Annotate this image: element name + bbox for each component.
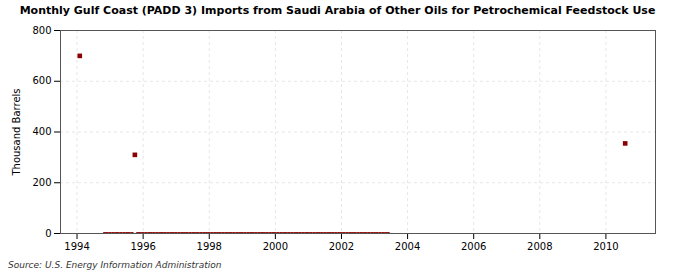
svg-text:2004: 2004 <box>395 241 420 252</box>
svg-text:800: 800 <box>32 25 51 36</box>
html-text:Source: U.S. Energy Informatio: Source: U.S. Energy Information Administ… <box>8 260 222 270</box>
html-text:Monthly Gulf Coast (PADD 3) Im: Monthly Gulf Coast (PADD 3) Imports from… <box>19 4 656 17</box>
svg-text:1994: 1994 <box>64 241 89 252</box>
svg-text:200: 200 <box>32 177 51 188</box>
svg-text:2002: 2002 <box>329 241 354 252</box>
svg-text:2010: 2010 <box>593 241 618 252</box>
svg-text:Thousand Barrels: Thousand Barrels <box>11 88 22 176</box>
svg-text:2000: 2000 <box>263 241 288 252</box>
svg-text:0: 0 <box>45 228 51 239</box>
svg-text:1996: 1996 <box>130 241 155 252</box>
svg-text:1998: 1998 <box>197 241 222 252</box>
svg-text:2006: 2006 <box>461 241 486 252</box>
svg-text:600: 600 <box>32 75 51 86</box>
svg-text:2008: 2008 <box>527 241 552 252</box>
svg-text:400: 400 <box>32 126 51 137</box>
